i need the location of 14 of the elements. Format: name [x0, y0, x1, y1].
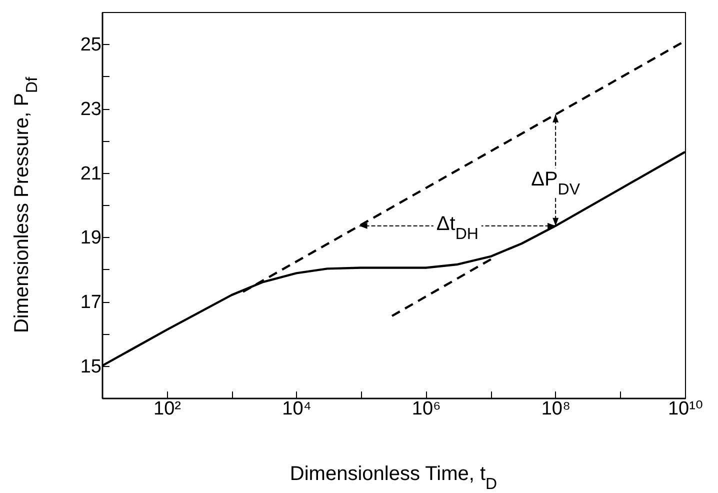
x-tick-label: 10¹⁰: [668, 398, 704, 420]
x-tick-label: 10²: [154, 398, 182, 420]
y-tick-label: 17: [80, 292, 102, 313]
y-tick-label: 25: [80, 34, 102, 56]
y-tick-label: 19: [80, 228, 102, 249]
x-axis-title: Dimensionless Time, t$_{D}$: [290, 463, 498, 492]
y-tick-label: 21: [80, 163, 102, 184]
y-tick-label: 23: [80, 99, 102, 120]
x-tick-label: 10⁸: [541, 398, 571, 420]
x-tick-label: 10⁶: [412, 398, 441, 420]
y-tick-label: 15: [80, 356, 102, 378]
x-tick-label: 10⁴: [282, 398, 312, 420]
annotation: Δt$_{DH}$: [436, 212, 478, 242]
annotation: ΔP$_{DV}$: [531, 168, 580, 198]
